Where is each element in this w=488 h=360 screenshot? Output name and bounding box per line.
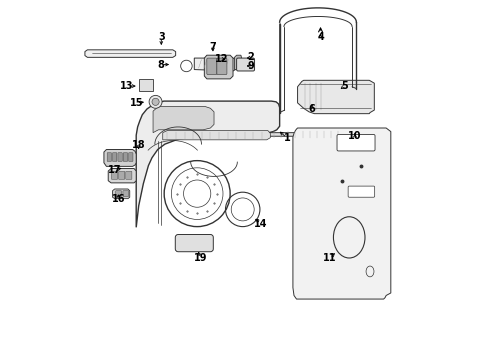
FancyBboxPatch shape [128,153,133,161]
Polygon shape [153,107,214,133]
Circle shape [149,95,162,108]
Polygon shape [112,189,129,199]
Polygon shape [104,149,136,166]
Circle shape [180,60,192,72]
Text: 5: 5 [340,81,347,91]
FancyBboxPatch shape [347,186,374,197]
Text: 17: 17 [108,165,121,175]
Text: 12: 12 [214,54,227,64]
Text: 2: 2 [247,52,254,62]
FancyBboxPatch shape [107,153,111,161]
Text: 3: 3 [158,32,164,42]
Text: 8: 8 [158,59,164,69]
Polygon shape [85,50,175,57]
Text: 14: 14 [253,219,267,229]
FancyBboxPatch shape [336,134,374,151]
Polygon shape [268,130,346,139]
Polygon shape [292,128,390,299]
Polygon shape [163,131,270,140]
Polygon shape [194,58,235,71]
FancyBboxPatch shape [125,171,132,179]
Text: 15: 15 [129,98,142,108]
Polygon shape [297,80,373,114]
Text: 4: 4 [317,32,323,42]
Text: 11: 11 [323,253,336,263]
FancyBboxPatch shape [116,191,121,197]
FancyBboxPatch shape [139,79,153,91]
FancyBboxPatch shape [236,58,254,71]
FancyBboxPatch shape [111,171,117,179]
FancyBboxPatch shape [217,58,226,75]
Text: 9: 9 [247,61,254,71]
Text: 19: 19 [194,253,207,263]
FancyBboxPatch shape [112,153,117,161]
FancyBboxPatch shape [123,153,127,161]
Text: 1: 1 [283,133,289,143]
Text: 10: 10 [347,131,361,141]
Text: 16: 16 [111,194,125,204]
FancyBboxPatch shape [122,191,128,197]
Circle shape [152,98,159,105]
FancyBboxPatch shape [175,234,213,252]
Text: 6: 6 [308,104,315,114]
FancyBboxPatch shape [206,58,217,75]
Polygon shape [204,55,233,79]
Text: 7: 7 [209,42,216,51]
FancyBboxPatch shape [119,171,124,179]
Text: 18: 18 [132,140,145,150]
FancyBboxPatch shape [118,153,122,161]
Text: 13: 13 [120,81,133,91]
Polygon shape [234,55,241,69]
Polygon shape [136,101,279,227]
Polygon shape [108,168,136,183]
